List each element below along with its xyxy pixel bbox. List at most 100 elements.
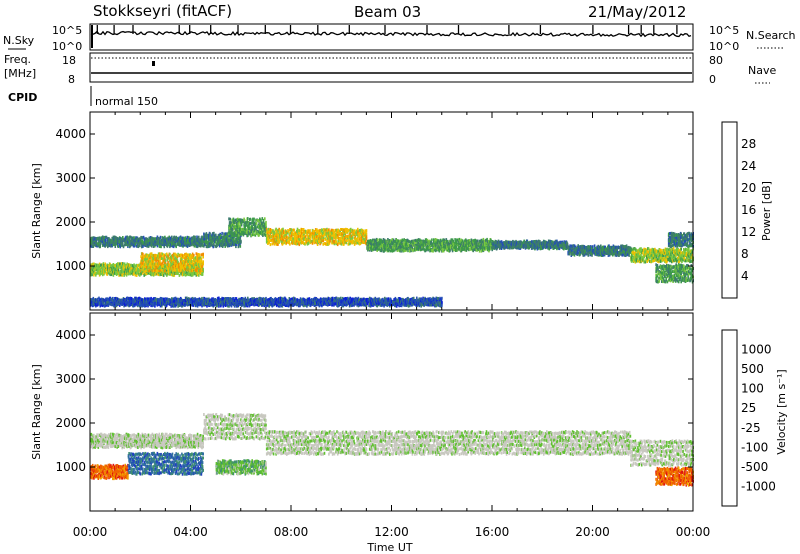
echo-cell <box>196 269 198 273</box>
echo-cell <box>265 226 267 230</box>
echo-cell <box>158 264 161 268</box>
echo-cell <box>445 238 448 242</box>
echo-cell <box>316 243 319 246</box>
echo-cell <box>325 234 328 238</box>
echo-cell <box>387 249 390 253</box>
echo-cell <box>510 240 512 244</box>
echo-cell <box>100 271 103 275</box>
echo-cell <box>477 248 480 251</box>
echo-cell <box>99 243 101 247</box>
echo-cell <box>238 221 240 225</box>
echo-cell <box>181 236 184 240</box>
echo-cell <box>189 269 191 273</box>
noise-sky-line <box>90 30 692 38</box>
echo-cell <box>105 264 107 268</box>
echo-cell <box>380 249 383 253</box>
echo-cell <box>92 245 95 248</box>
echo-cell <box>377 247 380 251</box>
echo-cell <box>118 273 120 277</box>
echo-cell <box>373 240 376 244</box>
echo-cell <box>184 236 187 240</box>
echo-cell <box>293 228 296 232</box>
echo-cell <box>172 245 175 249</box>
echo-cell <box>409 249 411 253</box>
echo-cell <box>110 244 112 248</box>
echo-cell <box>561 245 563 249</box>
echo-cell <box>266 234 269 238</box>
echo-cell <box>591 253 593 257</box>
echo-cell <box>291 228 293 232</box>
echo-cell <box>158 269 161 273</box>
echo-cell <box>154 268 156 272</box>
echo-cell <box>297 231 300 235</box>
echo-cell <box>487 245 489 249</box>
echo-cell <box>452 239 454 243</box>
echo-cell <box>233 238 235 242</box>
echo-cell <box>159 259 161 263</box>
echo-cell <box>183 273 185 277</box>
echo-cell <box>318 239 321 243</box>
echo-cell <box>106 240 108 244</box>
echo-cell <box>422 246 425 250</box>
echo-cell <box>124 265 127 269</box>
echo-cell <box>308 241 310 245</box>
echo-cell <box>452 242 454 246</box>
echo-cell <box>102 262 105 266</box>
date-title: 21/May/2012 <box>588 3 686 21</box>
echo-cell <box>139 268 141 272</box>
echo-cell <box>287 229 290 233</box>
echo-cell <box>258 226 260 230</box>
echo-cell <box>142 254 145 258</box>
echo-cell <box>243 223 245 227</box>
echo-cell <box>167 243 170 247</box>
echo-cell <box>104 270 106 274</box>
echo-cell <box>141 239 144 243</box>
echo-cell <box>377 238 379 242</box>
echo-cell <box>169 268 171 272</box>
freq-left-tick-top: 18 <box>62 54 76 67</box>
echo-cell <box>127 272 130 276</box>
echo-cell <box>142 241 144 245</box>
echo-cell <box>464 245 466 249</box>
echo-cell <box>205 239 208 243</box>
echo-cell <box>240 227 243 231</box>
echo-cell <box>554 241 556 245</box>
echo-cell <box>407 242 409 245</box>
echo-cell <box>125 267 127 271</box>
echo-cell <box>186 239 189 242</box>
echo-cell <box>195 273 198 277</box>
echo-cell <box>202 240 204 244</box>
echo-cell <box>111 268 113 271</box>
echo-cell <box>181 239 183 243</box>
echo-cell <box>197 266 199 270</box>
echo-cell <box>400 240 403 244</box>
echo-cell <box>376 248 378 252</box>
echo-cell <box>493 246 496 250</box>
echo-cell <box>179 253 182 257</box>
echo-cell <box>485 247 487 251</box>
echo-cell <box>577 247 579 251</box>
echo-cell <box>430 240 432 244</box>
echo-cell <box>126 235 128 239</box>
echo-cell <box>417 241 420 245</box>
echo-cell <box>185 271 188 274</box>
echo-cell <box>262 230 264 234</box>
echo-cell <box>121 273 123 277</box>
echo-cell <box>106 263 108 267</box>
echo-cell <box>172 254 174 258</box>
echo-cell <box>333 229 335 233</box>
echo-cell <box>479 242 481 245</box>
echo-cell <box>350 227 352 231</box>
echo-cell <box>167 267 169 271</box>
echo-cell <box>249 217 252 221</box>
freq-panel: Freq. [MHz] 18 8 80 0 Nave <box>4 52 776 86</box>
echo-cell <box>313 229 316 233</box>
echo-cell <box>576 253 579 256</box>
noise-right-tick-bottom: 10^0 <box>709 40 739 53</box>
echo-region-0 <box>90 235 204 249</box>
echo-cell <box>110 242 113 246</box>
echo-cell <box>120 262 123 266</box>
echo-cell <box>199 269 201 273</box>
echo-cell <box>531 246 534 250</box>
echo-cell <box>297 237 300 241</box>
